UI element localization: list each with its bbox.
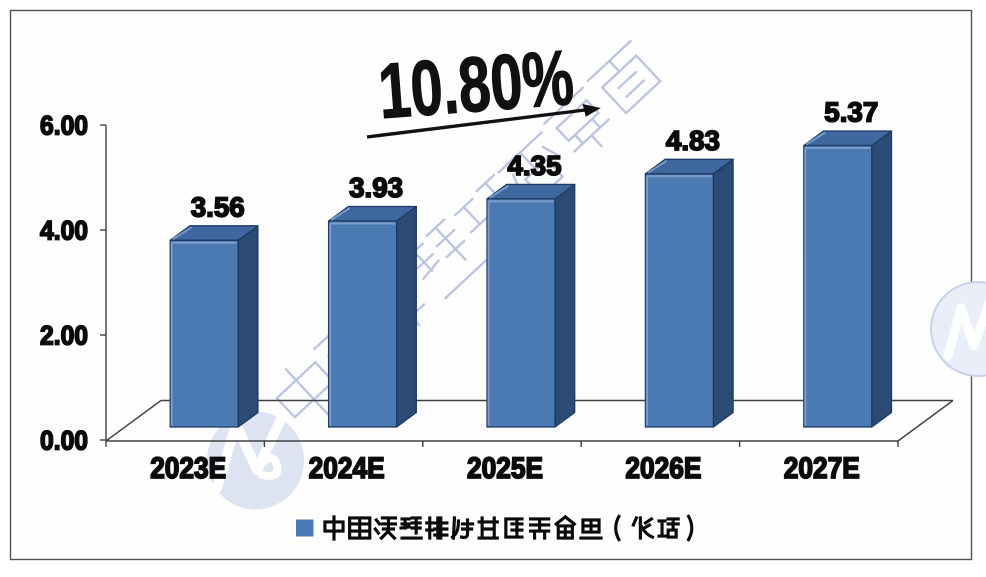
svg-text:2.00: 2.00 [40,321,88,351]
svg-text:4.83: 4.83 [666,125,720,156]
svg-text:2026E: 2026E [625,452,701,485]
svg-text:2024E: 2024E [309,452,385,485]
svg-text:2025E: 2025E [467,452,543,485]
svg-text:0.00: 0.00 [40,426,88,456]
svg-text:4.35: 4.35 [508,150,562,181]
svg-text:3.56: 3.56 [191,191,245,222]
svg-text:6.00: 6.00 [40,111,88,141]
svg-text:3.93: 3.93 [349,172,403,203]
svg-text:4.00: 4.00 [40,216,88,246]
svg-text:2023E: 2023E [150,452,226,485]
svg-text:5.37: 5.37 [824,97,878,128]
svg-text:2027E: 2027E [784,452,860,485]
svg-text:10.80%: 10.80% [375,33,576,135]
